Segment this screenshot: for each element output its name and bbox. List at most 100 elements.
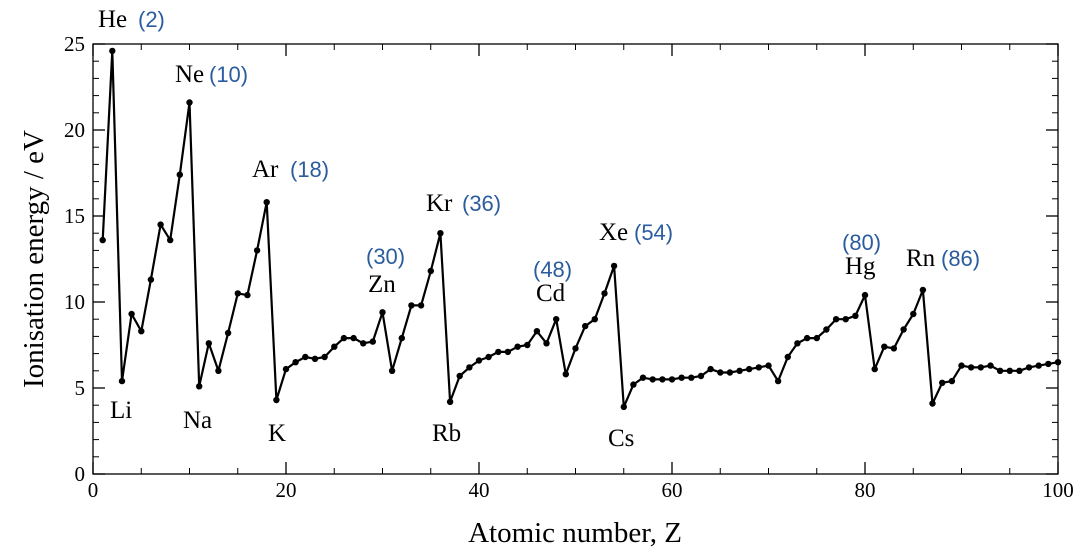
- data-point: [967, 364, 975, 371]
- data-point: [475, 357, 483, 364]
- data-point: [668, 376, 676, 383]
- data-point: [717, 369, 724, 376]
- data-point: [388, 367, 396, 374]
- annotation-kr-symbol: Kr: [426, 190, 453, 217]
- data-point: [138, 328, 145, 335]
- annotation-rb: Rb: [432, 420, 461, 447]
- data-point: [157, 221, 164, 228]
- data-point: [109, 47, 116, 55]
- data-point: [417, 302, 425, 309]
- major-ticks: [92, 43, 1059, 475]
- annotation-xe-symbol: Xe: [599, 219, 628, 246]
- data-point: [282, 365, 290, 373]
- data-point: [273, 396, 280, 404]
- data-point: [726, 369, 734, 376]
- data-point: [167, 236, 174, 244]
- data-point: [900, 326, 907, 333]
- data-point: [408, 302, 415, 309]
- data-point: [485, 353, 492, 361]
- data-point: [832, 316, 840, 323]
- data-point: [176, 171, 183, 178]
- y-tick-labels: 0 5 10 15 20 25: [64, 32, 85, 486]
- data-point: [1054, 359, 1062, 366]
- data-point: [591, 316, 598, 323]
- annotation-rn: Rn (86): [906, 245, 980, 272]
- data-point: [446, 398, 454, 405]
- data-point: [659, 376, 666, 383]
- data-point: [803, 334, 811, 342]
- y-tick-label: 20: [64, 118, 85, 142]
- data-point: [929, 400, 936, 407]
- data-point: [1025, 364, 1033, 371]
- annotation-ne: Ne (10): [175, 61, 248, 88]
- data-point: [639, 374, 647, 381]
- data-point: [292, 359, 299, 366]
- data-point: [977, 364, 984, 371]
- annotation-ar-number: (18): [290, 157, 329, 182]
- data-point: [427, 267, 434, 275]
- annotation-ar: Ar (18): [252, 156, 329, 183]
- data-point: [99, 236, 106, 244]
- data-point: [746, 365, 753, 373]
- y-tick-label: 25: [64, 32, 85, 56]
- annotation-zn-number: (30): [366, 244, 405, 269]
- data-point: [996, 367, 1004, 374]
- annotation-he: He (2): [98, 6, 165, 33]
- x-tick-label: 80: [855, 478, 876, 502]
- x-axis-label: Atomic number, Z: [468, 517, 682, 549]
- data-point: [504, 348, 512, 356]
- annotation-k: K: [268, 420, 286, 447]
- annotation-li: Li: [110, 397, 132, 424]
- data-point: [919, 286, 927, 294]
- data-point: [784, 353, 791, 361]
- data-point: [379, 309, 386, 316]
- data-point: [495, 348, 502, 356]
- data-point: [890, 345, 898, 352]
- data-point: [224, 329, 232, 337]
- data-point: [321, 353, 328, 361]
- data-point: [456, 372, 463, 380]
- data-points: [99, 47, 1062, 411]
- annotation-hg-number: (80): [842, 230, 881, 255]
- data-point: [302, 353, 309, 361]
- data-point: [350, 334, 357, 342]
- annotation-cd: (48) Cd: [533, 257, 572, 307]
- data-point: [881, 343, 888, 350]
- x-tick-label: 60: [662, 478, 683, 502]
- annotation-zn: (30) Zn: [366, 244, 405, 298]
- annotation-na: Na: [183, 407, 212, 434]
- data-point: [910, 310, 917, 318]
- data-point: [253, 247, 261, 254]
- data-point: [601, 290, 608, 297]
- data-point: [765, 362, 772, 369]
- data-point: [630, 381, 637, 388]
- data-point: [707, 365, 714, 373]
- data-point: [678, 374, 685, 381]
- annotation-xe: Xe (54): [599, 219, 673, 246]
- data-point: [755, 364, 762, 371]
- y-tick-label: 15: [64, 204, 85, 228]
- data-point: [311, 355, 319, 362]
- data-point: [369, 338, 376, 345]
- data-point: [234, 290, 241, 297]
- data-point: [1035, 362, 1042, 369]
- annotation-kr: Kr (36): [426, 190, 501, 217]
- data-point: [543, 340, 550, 347]
- annotation-zn-symbol: Zn: [368, 271, 396, 298]
- data-point: [360, 340, 367, 347]
- annotation-cd-symbol: Cd: [536, 280, 566, 307]
- data-point: [514, 343, 521, 350]
- data-point: [340, 334, 348, 342]
- data-point: [610, 262, 618, 270]
- data-point: [736, 367, 743, 374]
- x-tick-label: 100: [1042, 478, 1074, 502]
- annotation-rn-number: (86): [941, 246, 980, 271]
- annotation-ne-number: (10): [209, 62, 248, 87]
- data-point: [688, 374, 695, 381]
- data-point: [572, 345, 579, 352]
- data-point: [861, 291, 869, 299]
- annotation-hg: (80) Hg: [842, 230, 881, 280]
- data-point: [215, 367, 222, 374]
- data-point: [794, 340, 801, 347]
- minor-ticks: [93, 44, 1058, 474]
